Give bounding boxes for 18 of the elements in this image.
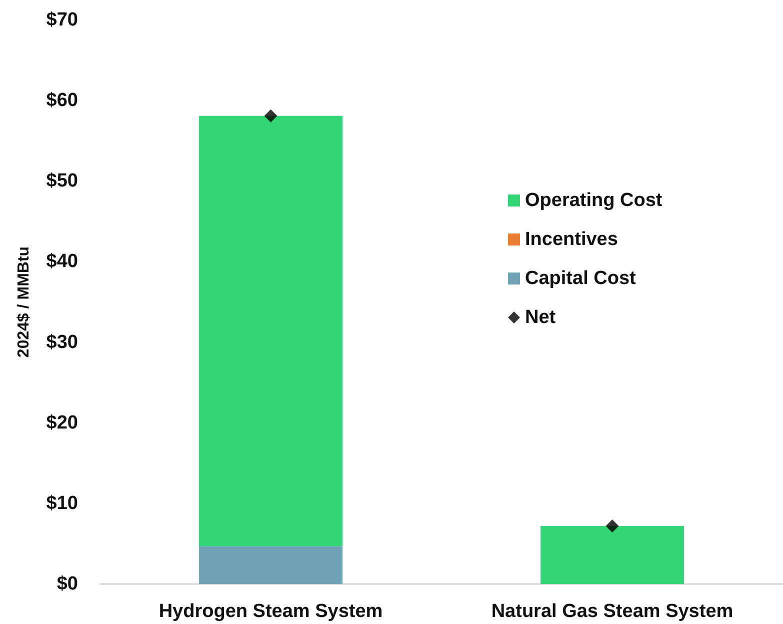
- y-tick-label: $10: [46, 492, 78, 514]
- legend-label: Incentives: [525, 229, 618, 250]
- y-tick-label: $60: [46, 90, 78, 112]
- y-axis-title: 2024$ / MMBtu: [16, 246, 32, 358]
- y-tick-label: $20: [46, 412, 78, 434]
- y-tick-label: $0: [56, 574, 78, 594]
- y-tick-label: $30: [46, 332, 78, 353]
- y-tick-label: $50: [46, 170, 78, 192]
- legend-label: Operating Cost: [525, 190, 663, 211]
- y-tick-label: $40: [46, 251, 78, 272]
- y-tick-label: $70: [46, 10, 78, 30]
- legend-label: Capital Cost: [525, 268, 637, 289]
- legend-label: Net: [525, 307, 556, 328]
- bar: [199, 546, 342, 584]
- bar: [199, 116, 342, 546]
- x-tick-label: Hydrogen Steam System: [158, 601, 383, 622]
- x-tick-label: Natural Gas Steam System: [491, 601, 734, 622]
- bar: [540, 526, 684, 584]
